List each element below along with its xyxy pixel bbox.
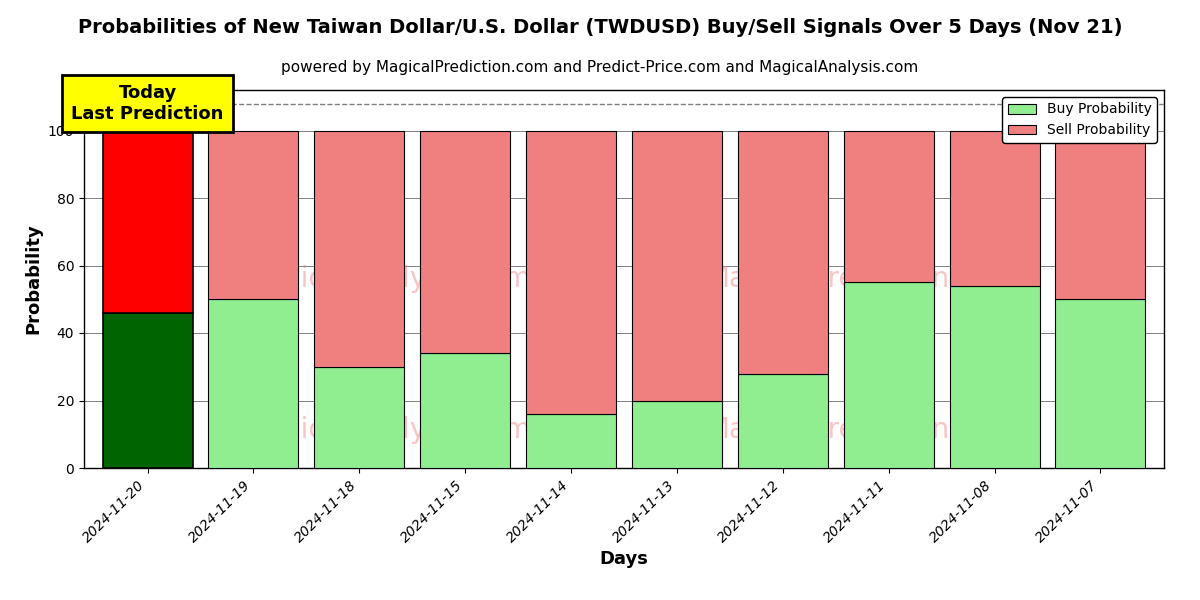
Bar: [526, 414, 616, 468]
Bar: [420, 353, 510, 468]
Bar: [949, 130, 1039, 286]
Legend: Buy Probability, Sell Probability: Buy Probability, Sell Probability: [1002, 97, 1157, 143]
Bar: [314, 367, 404, 468]
Bar: [526, 130, 616, 414]
Bar: [102, 313, 192, 468]
Bar: [844, 130, 934, 283]
Bar: [632, 130, 722, 401]
Bar: [209, 299, 299, 468]
Bar: [102, 130, 192, 313]
Bar: [949, 286, 1039, 468]
Bar: [738, 373, 828, 468]
Y-axis label: Probability: Probability: [24, 224, 42, 334]
Text: MagicalAnalysis.com: MagicalAnalysis.com: [242, 265, 530, 293]
Bar: [844, 283, 934, 468]
Text: Probabilities of New Taiwan Dollar/U.S. Dollar (TWDUSD) Buy/Sell Signals Over 5 : Probabilities of New Taiwan Dollar/U.S. …: [78, 18, 1122, 37]
X-axis label: Days: Days: [600, 550, 648, 568]
Bar: [738, 130, 828, 373]
Bar: [209, 130, 299, 299]
Text: MagicalPrediction.com: MagicalPrediction.com: [706, 416, 1018, 444]
Text: Today
Last Prediction: Today Last Prediction: [71, 84, 223, 123]
Text: MagicalPrediction.com: MagicalPrediction.com: [706, 265, 1018, 293]
Text: powered by MagicalPrediction.com and Predict-Price.com and MagicalAnalysis.com: powered by MagicalPrediction.com and Pre…: [281, 60, 919, 75]
Bar: [314, 130, 404, 367]
Bar: [632, 401, 722, 468]
Text: MagicalAnalysis.com: MagicalAnalysis.com: [242, 416, 530, 444]
Bar: [1056, 299, 1146, 468]
Bar: [420, 130, 510, 353]
Bar: [1056, 130, 1146, 299]
